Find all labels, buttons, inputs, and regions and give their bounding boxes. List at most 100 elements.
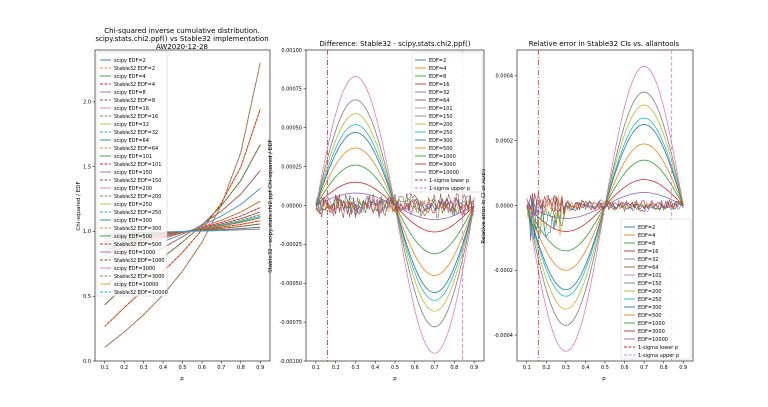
legend-label: scipy EDF=4 [114,74,146,80]
y-tick-label: 0.00075 [281,87,302,93]
panel2-title: Difference: Stable32 - scipy.stats.chi2.… [320,40,471,48]
legend-label: Stable32 EDF=4 [114,82,155,88]
x-tick-label: 0.6 [411,365,419,371]
y-tick-label: 1.0 [83,229,91,235]
y-tick-label: -0.00075 [280,320,302,326]
legend-label: Stable32 EDF=250 [114,210,161,216]
legend-label: EDF=10000 [638,337,668,343]
y-tick-label: 1.5 [83,164,91,170]
x-tick-label: 0.8 [660,365,668,371]
legend-label: Stable32 EDF=2 [114,66,155,72]
x-tick-label: 0.4 [159,365,167,371]
legend-label: EDF=10000 [429,170,459,176]
legend-label: scipy EDF=1000 [114,250,155,256]
x-tick-label: 0.7 [217,365,225,371]
legend-label: EDF=300 [638,305,662,311]
legend-label: scipy EDF=10000 [114,282,158,288]
legend-label: EDF=500 [638,313,662,319]
panel1-title-line3: AW2020-12-28 [156,43,208,51]
legend-label: EDF=4 [429,66,446,72]
panel1-title: Chi-squared inverse cumulative distribut… [95,27,268,51]
legend-label: EDF=250 [429,130,453,136]
x-tick-label: 0.6 [198,365,206,371]
legend-label: EDF=4 [638,233,655,239]
legend-label: 1-sigma upper p [638,353,679,359]
legend-label: scipy EDF=150 [114,170,152,176]
legend-label: Stable32 EDF=16 [114,114,158,120]
x-tick-label: 0.3 [562,365,570,371]
y-tick-label: -0.0004 [494,333,513,339]
panel1-xlabel: p [180,376,184,382]
panel1-title-line2: scipy.stats.chi2.ppf() vs Stable32 imple… [95,35,268,43]
x-tick-label: 0.4 [371,365,379,371]
legend-label: Stable32 EDF=8 [114,98,155,104]
y-tick-label: 0.0 [83,359,91,365]
y-tick-label: 0.00100 [281,48,302,54]
y-tick-label: 0.00050 [281,126,302,132]
diff-noise-edf-32 [315,194,475,217]
legend-label: EDF=32 [638,257,658,263]
x-tick-label: 0.9 [256,365,264,371]
legend-label: scipy EDF=250 [114,202,152,208]
legend-label: EDF=200 [638,289,662,295]
y-tick-label: -0.0002 [494,268,513,274]
panel3-axes: 0.1 0.2 0.3 0.4 0.5 0.6 0.7 0.8 0.9 -0.0004 -0.000… [494,49,694,371]
legend-label: 1-sigma lower p [638,345,678,351]
panel2-ylabel: Stable32 - scipy.stats.chi2.ppf Chi-squa… [268,139,274,272]
legend-label: EDF=2 [429,58,446,64]
panel3-xlabel: p [602,376,606,382]
legend-label: scipy EDF=16 [114,106,149,112]
x-tick-label: 0.8 [237,365,245,371]
legend-label: Stable32 EDF=101 [114,162,161,168]
legend-label: 1-sigma upper p [429,186,470,192]
y-tick-label: 0.00000 [281,203,302,209]
y-tick-label: 2.0 [83,100,91,106]
legend-label: EDF=150 [429,114,453,120]
stable32-curve-edf-8 [104,144,261,306]
legend-label: scipy EDF=32 [114,122,149,128]
y-tick-label: 0.0004 [496,74,514,80]
diff-noise-edf-32 [526,194,684,219]
legend-label: scipy EDF=500 [114,234,152,240]
diff-curve-edf-10000 [315,192,475,220]
legend-label: EDF=101 [638,273,662,279]
legend-label: EDF=250 [638,297,662,303]
x-tick-label: 0.7 [640,365,648,371]
x-tick-label: 0.2 [542,365,550,371]
x-tick-label: 0.7 [431,365,439,371]
panel1-axes: 0.1 0.2 0.3 0.4 0.5 0.6 0.7 0.8 0.9 0.0 0.5 1.0 1.5 2… [83,49,271,371]
x-tick-label: 0.3 [140,365,148,371]
legend-label: scipy EDF=2 [114,58,146,64]
legend-label: EDF=8 [429,74,446,80]
legend-label: Stable32 EDF=500 [114,242,161,248]
y-tick-label: 0.0000 [496,203,514,209]
panel2-xlabel: p [393,376,397,382]
legend-label: EDF=3000 [638,329,665,335]
legend-label: EDF=1000 [638,321,665,327]
y-tick-label: -0.00050 [280,281,302,287]
legend-label: 1-sigma lower p [429,178,469,184]
legend-label: EDF=8 [638,241,655,247]
legend-label: scipy EDF=64 [114,138,149,144]
stable32-curve-edf-2 [104,62,261,348]
legend-label: Stable32 EDF=10000 [114,290,168,296]
legend-label: EDF=101 [429,106,453,112]
x-tick-label: 0.9 [679,365,687,371]
legend-label: Stable32 EDF=200 [114,194,161,200]
legend-label: EDF=300 [429,138,453,144]
legend-label: EDF=500 [429,146,453,152]
x-tick-label: 0.9 [470,365,478,371]
panel3-title: Relative error in Stable32 CIs vs. allan… [529,40,680,48]
legend-label: Stable32 EDF=32 [114,130,158,136]
legend-label: EDF=3000 [429,162,456,168]
x-tick-label: 0.5 [179,365,187,371]
legend-label: EDF=64 [429,98,449,104]
legend-label: EDF=200 [429,122,453,128]
x-tick-label: 0.1 [312,365,320,371]
legend-label: scipy EDF=8 [114,90,146,96]
legend-label: scipy EDF=300 [114,218,152,224]
panel1-ylabel: Chi-squared / EDF [76,181,82,230]
y-tick-label: 0.5 [83,294,91,300]
legend-label: Stable32 EDF=3000 [114,274,165,280]
